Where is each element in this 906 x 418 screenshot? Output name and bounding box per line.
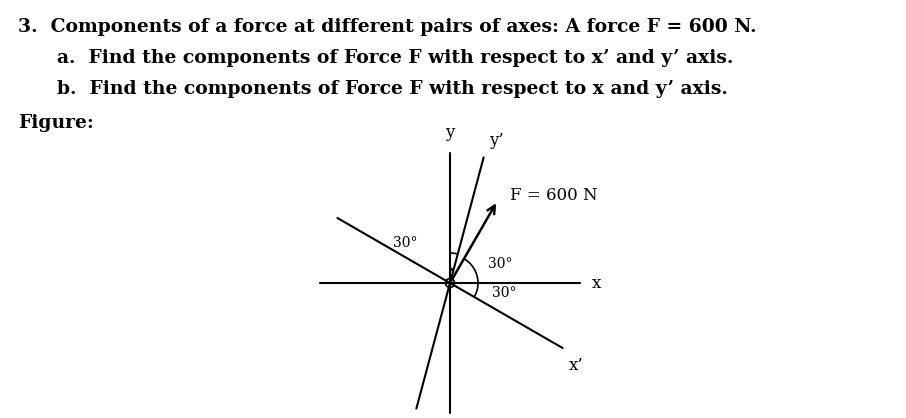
Text: 30°: 30° (488, 257, 513, 271)
Text: x: x (592, 275, 602, 291)
Text: x’: x’ (569, 357, 583, 374)
Text: F = 600 N: F = 600 N (509, 187, 597, 204)
Text: y: y (446, 124, 455, 141)
Text: Figure:: Figure: (18, 114, 94, 132)
Text: 3.  Components of a force at different pairs of axes: A force F = 600 N.: 3. Components of a force at different pa… (18, 18, 757, 36)
Text: b.  Find the components of Force F with respect to x and y’ axis.: b. Find the components of Force F with r… (18, 80, 728, 98)
Text: y’: y’ (488, 133, 504, 149)
Text: 30°: 30° (392, 236, 417, 250)
Text: 30°: 30° (492, 286, 516, 300)
Text: a.  Find the components of Force F with respect to x’ and y’ axis.: a. Find the components of Force F with r… (18, 49, 733, 67)
